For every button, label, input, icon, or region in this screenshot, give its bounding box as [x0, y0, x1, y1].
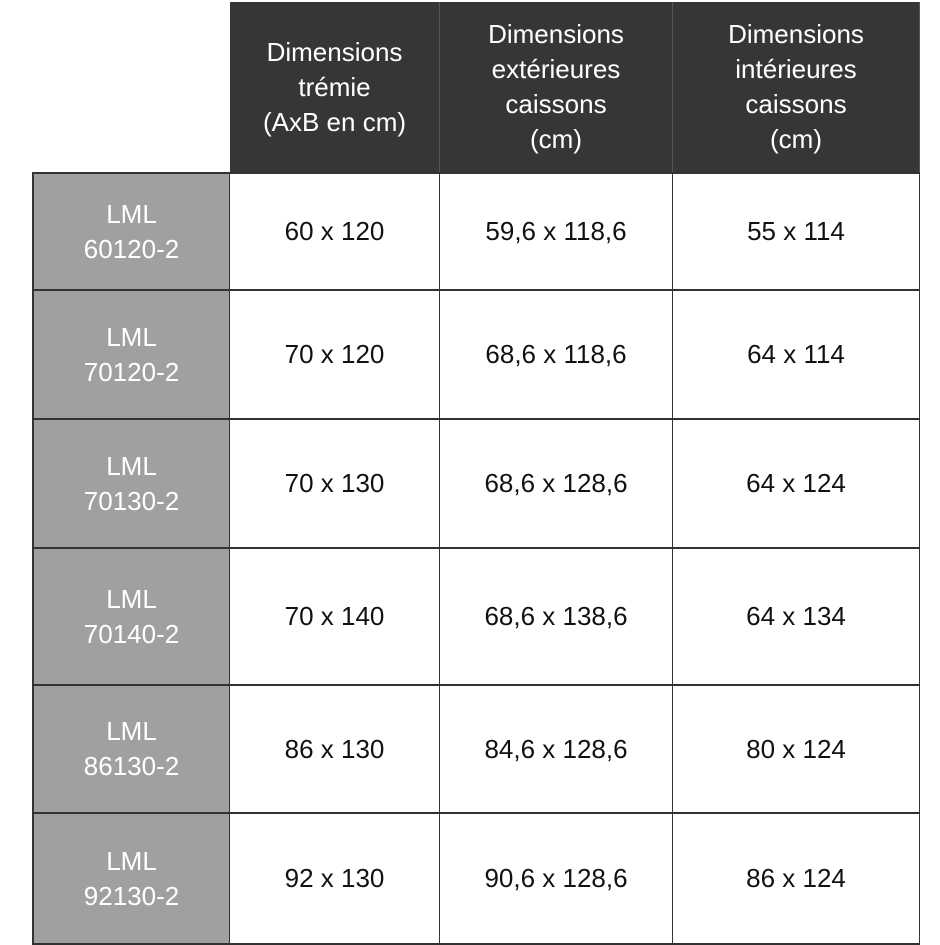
tremie-cell: 70 x 140: [230, 549, 440, 684]
table-row: LML 92130-2 92 x 130 90,6 x 128,6 86 x 124: [32, 814, 920, 945]
tremie-cell: 70 x 130: [230, 420, 440, 547]
tremie-cell: 60 x 120: [230, 174, 440, 289]
header-tremie: Dimensions trémie (AxB en cm): [230, 2, 440, 172]
cell-text: LML 86130-2: [83, 716, 180, 781]
interieures-cell: 80 x 124: [673, 686, 920, 812]
cell-text: 68,6 x 138,6: [484, 601, 628, 631]
cell-text: 70 x 120: [284, 339, 385, 369]
header-exterieures: Dimensions extérieures caissons (cm): [440, 2, 673, 172]
exterieures-cell: 59,6 x 118,6: [440, 174, 673, 289]
table-row: LML 60120-2 60 x 120 59,6 x 118,6 55 x 114: [32, 172, 920, 291]
interieures-cell: 86 x 124: [673, 814, 920, 943]
exterieures-cell: 84,6 x 128,6: [440, 686, 673, 812]
interieures-cell: 64 x 134: [673, 549, 920, 684]
exterieures-cell: 68,6 x 118,6: [440, 291, 673, 418]
header-interieures: Dimensions intérieures caissons (cm): [673, 2, 920, 172]
exterieures-cell: 90,6 x 128,6: [440, 814, 673, 943]
cell-text: LML 70140-2: [83, 583, 180, 649]
tremie-cell: 92 x 130: [230, 814, 440, 943]
header-label: Dimensions trémie (AxB en cm): [262, 36, 407, 137]
header-label: Dimensions intérieures caissons (cm): [728, 19, 864, 154]
interieures-cell: 64 x 124: [673, 420, 920, 547]
cell-text: 84,6 x 128,6: [484, 733, 628, 764]
table-row: LML 86130-2 86 x 130 84,6 x 128,6 80 x 124: [32, 686, 920, 814]
cell-text: LML 70120-2: [83, 321, 180, 387]
interieures-cell: 55 x 114: [673, 174, 920, 289]
header-label: Dimensions extérieures caissons (cm): [488, 19, 624, 154]
cell-text: 90,6 x 128,6: [484, 863, 628, 893]
table-row: LML 70120-2 70 x 120 68,6 x 118,6 64 x 114: [32, 291, 920, 420]
cell-text: 70 x 130: [284, 468, 385, 498]
model-code-cell: LML 70140-2: [32, 549, 230, 684]
interieures-cell: 64 x 114: [673, 291, 920, 418]
cell-text: 68,6 x 118,6: [485, 339, 627, 369]
table-row: LML 70140-2 70 x 140 68,6 x 138,6 64 x 134: [32, 549, 920, 686]
model-code-cell: LML 70130-2: [32, 420, 230, 547]
cell-text: 92 x 130: [284, 863, 385, 893]
cell-text: 86 x 124: [746, 863, 846, 893]
cell-text: 86 x 130: [284, 733, 385, 764]
model-code-cell: LML 60120-2: [32, 174, 230, 289]
model-code-cell: LML 92130-2: [32, 814, 230, 943]
cell-text: 68,6 x 128,6: [484, 468, 628, 498]
cell-text: LML 92130-2: [83, 845, 180, 911]
cell-text: 64 x 134: [746, 601, 846, 631]
cell-text: 59,6 x 118,6: [485, 216, 627, 246]
tremie-cell: 86 x 130: [230, 686, 440, 812]
cell-text: 55 x 114: [747, 216, 845, 246]
model-code-cell: LML 70120-2: [32, 291, 230, 418]
exterieures-cell: 68,6 x 138,6: [440, 549, 673, 684]
cell-text: 70 x 140: [284, 601, 385, 631]
model-code-cell: LML 86130-2: [32, 686, 230, 812]
cell-text: 80 x 124: [746, 733, 846, 764]
table-row: LML 70130-2 70 x 130 68,6 x 128,6 64 x 124: [32, 420, 920, 549]
cell-text: LML 70130-2: [83, 450, 180, 516]
tremie-cell: 70 x 120: [230, 291, 440, 418]
cell-text: LML 60120-2: [83, 198, 180, 264]
cell-text: 60 x 120: [284, 216, 385, 246]
cell-text: 64 x 124: [746, 468, 846, 498]
cell-text: 64 x 114: [747, 339, 845, 369]
exterieures-cell: 68,6 x 128,6: [440, 420, 673, 547]
